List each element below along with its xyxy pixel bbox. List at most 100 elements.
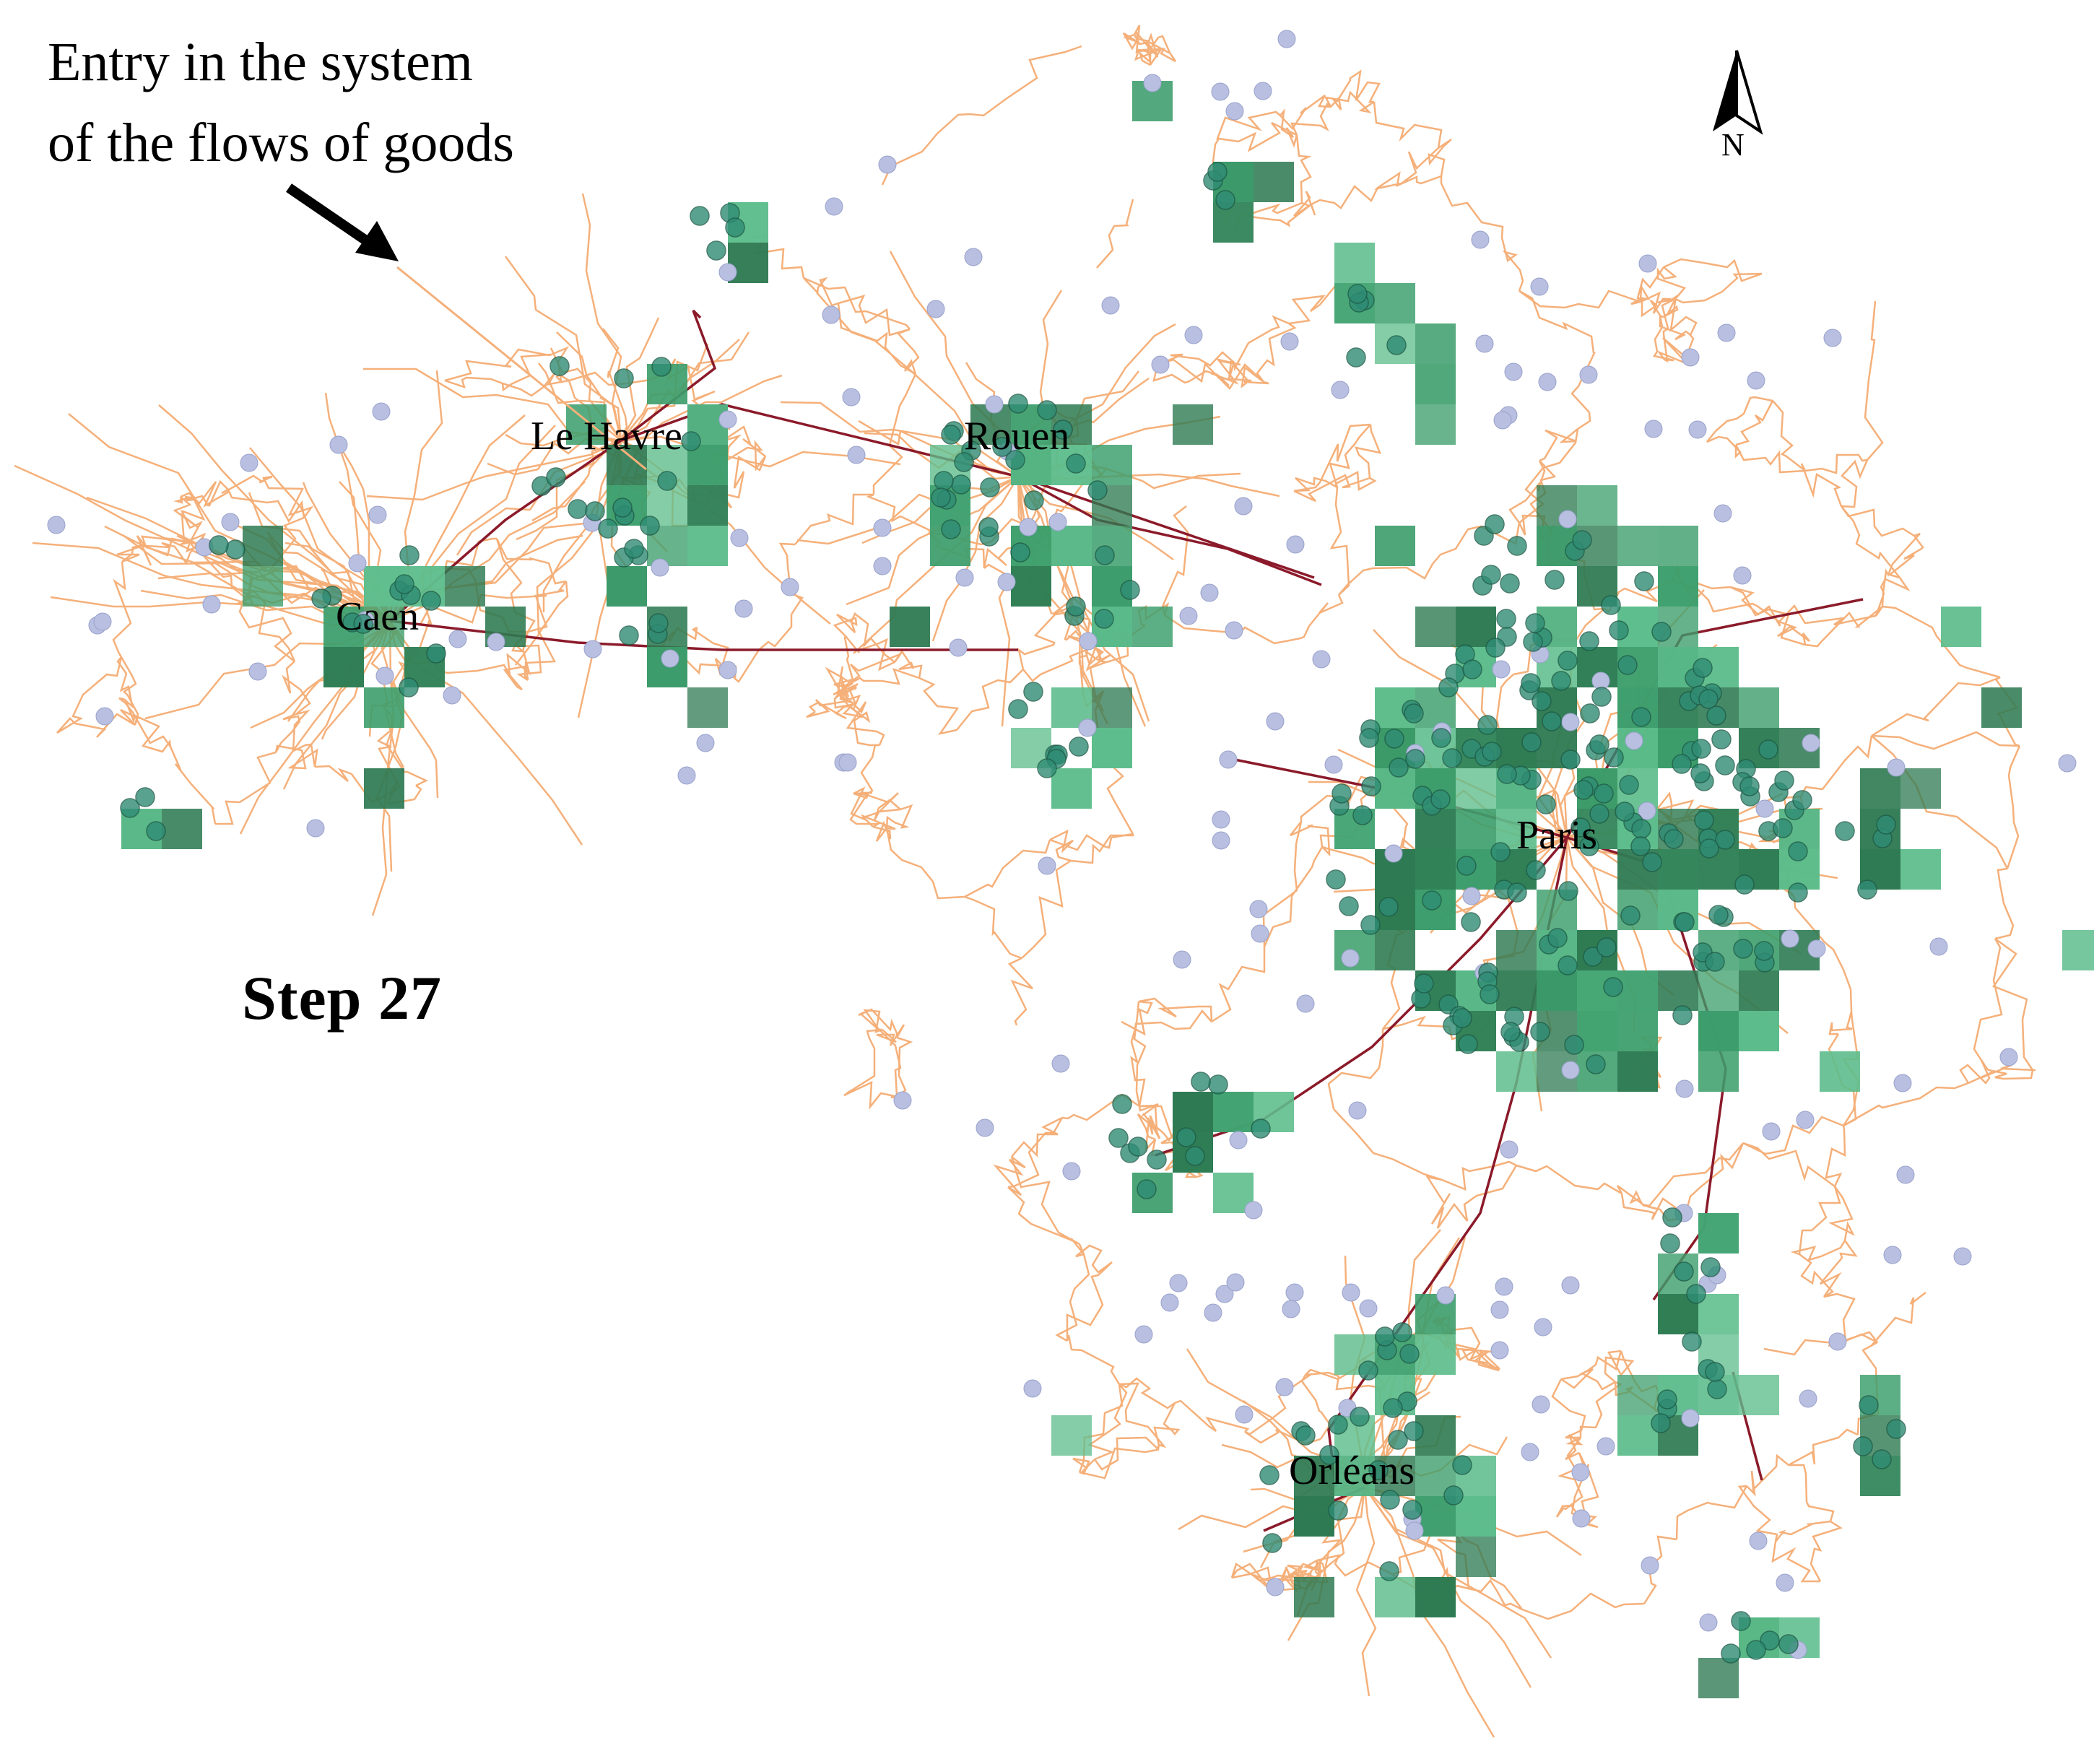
- network-node: [487, 633, 505, 651]
- active-node: [1551, 671, 1571, 691]
- network-node: [838, 753, 857, 772]
- active-node: [1525, 613, 1545, 633]
- active-node: [1347, 284, 1368, 304]
- city-label-paris: Paris: [1516, 813, 1597, 858]
- active-node: [568, 499, 588, 519]
- step-label: Step 27: [242, 963, 442, 1033]
- road-segment: [1161, 505, 1189, 616]
- network-node: [1038, 856, 1056, 875]
- active-node: [1497, 764, 1517, 784]
- grid-cell: [1213, 202, 1254, 243]
- highway-segment: [388, 403, 1315, 622]
- road-segment: [1153, 1402, 1181, 1446]
- north-arrow-icon: [1713, 50, 1763, 135]
- road-segment: [1992, 937, 2034, 1071]
- road-segment: [846, 1028, 883, 1095]
- grid-cell: [1092, 445, 1132, 485]
- grid-cell: [162, 809, 202, 849]
- road-segment: [1565, 1434, 1583, 1461]
- road-segment: [1560, 1350, 1622, 1381]
- active-node: [1558, 881, 1578, 901]
- active-node: [1404, 703, 1424, 724]
- road-segment: [176, 534, 391, 622]
- active-node: [1558, 955, 1578, 976]
- grid-cell: [364, 768, 404, 809]
- active-node: [1657, 1389, 1677, 1409]
- network-node: [1490, 1341, 1509, 1360]
- road-segment: [850, 786, 896, 830]
- network-node: [878, 155, 897, 174]
- active-node: [1328, 1415, 1348, 1435]
- road-segment: [833, 635, 854, 688]
- active-node: [1708, 905, 1729, 925]
- grid-cell: [1739, 970, 1779, 1011]
- network-node: [893, 1091, 912, 1110]
- network-node: [1277, 30, 1296, 48]
- active-node: [546, 467, 566, 487]
- road-segment: [1641, 1142, 1744, 1207]
- network-node: [348, 554, 367, 573]
- active-node: [1008, 394, 1028, 414]
- active-node: [399, 677, 419, 698]
- active-node: [1326, 869, 1346, 890]
- active-node: [1662, 1207, 1682, 1228]
- road-segment: [1007, 1117, 1064, 1189]
- network-node: [1475, 334, 1494, 353]
- active-node: [941, 425, 961, 445]
- network-node: [221, 513, 240, 531]
- active-node: [421, 591, 441, 611]
- network-node: [842, 388, 861, 407]
- active-node: [1731, 1611, 1751, 1631]
- road-segment: [1244, 1373, 1312, 1435]
- road-segment: [185, 542, 246, 598]
- network-node: [1561, 1276, 1580, 1295]
- active-node: [1859, 1395, 1879, 1415]
- network-node: [781, 578, 799, 596]
- road-segment: [1742, 1142, 1835, 1188]
- road-segment: [803, 277, 839, 307]
- road-segment: [1519, 290, 1595, 354]
- network-node: [1286, 535, 1305, 554]
- active-node: [1500, 573, 1520, 594]
- road-segment: [1349, 69, 1381, 103]
- network-node: [1173, 950, 1191, 969]
- active-node: [1053, 420, 1073, 440]
- road-segment: [1778, 604, 1883, 626]
- active-node: [531, 476, 552, 496]
- network-node: [1638, 254, 1657, 273]
- annotation-arrow: [286, 183, 647, 471]
- road-segment: [1354, 424, 1382, 479]
- active-node: [1481, 565, 1501, 585]
- active-node: [1857, 879, 1877, 900]
- network-node: [372, 402, 391, 421]
- active-node: [1532, 691, 1552, 711]
- road-segment: [1799, 735, 1873, 797]
- network-node: [718, 410, 737, 429]
- network-node: [93, 612, 112, 631]
- network-node: [583, 640, 602, 659]
- road-segment: [1521, 1592, 1645, 1620]
- network-node: [202, 595, 221, 614]
- network-node: [1688, 420, 1707, 439]
- grid-cell: [1051, 1415, 1092, 1456]
- network-node: [1359, 1299, 1378, 1318]
- active-node: [1547, 928, 1568, 948]
- road-segment: [1118, 1382, 1167, 1448]
- active-node: [1734, 874, 1755, 895]
- active-node: [1545, 570, 1565, 590]
- active-node: [209, 535, 229, 555]
- active-node: [1707, 1379, 1727, 1399]
- road-segment: [1329, 487, 1350, 596]
- road-segment: [794, 493, 874, 545]
- road-segment: [1152, 364, 1218, 384]
- active-node: [1262, 1533, 1282, 1553]
- network-node: [1929, 937, 1948, 956]
- road-segment: [366, 439, 622, 501]
- active-node: [1778, 1634, 1799, 1654]
- road-segment: [1519, 290, 1641, 309]
- road-segment: [2006, 745, 2021, 869]
- network-node: [1558, 510, 1577, 529]
- grid-cell: [243, 566, 283, 607]
- network-node: [1802, 734, 1820, 752]
- road-segment: [1436, 1165, 1518, 1229]
